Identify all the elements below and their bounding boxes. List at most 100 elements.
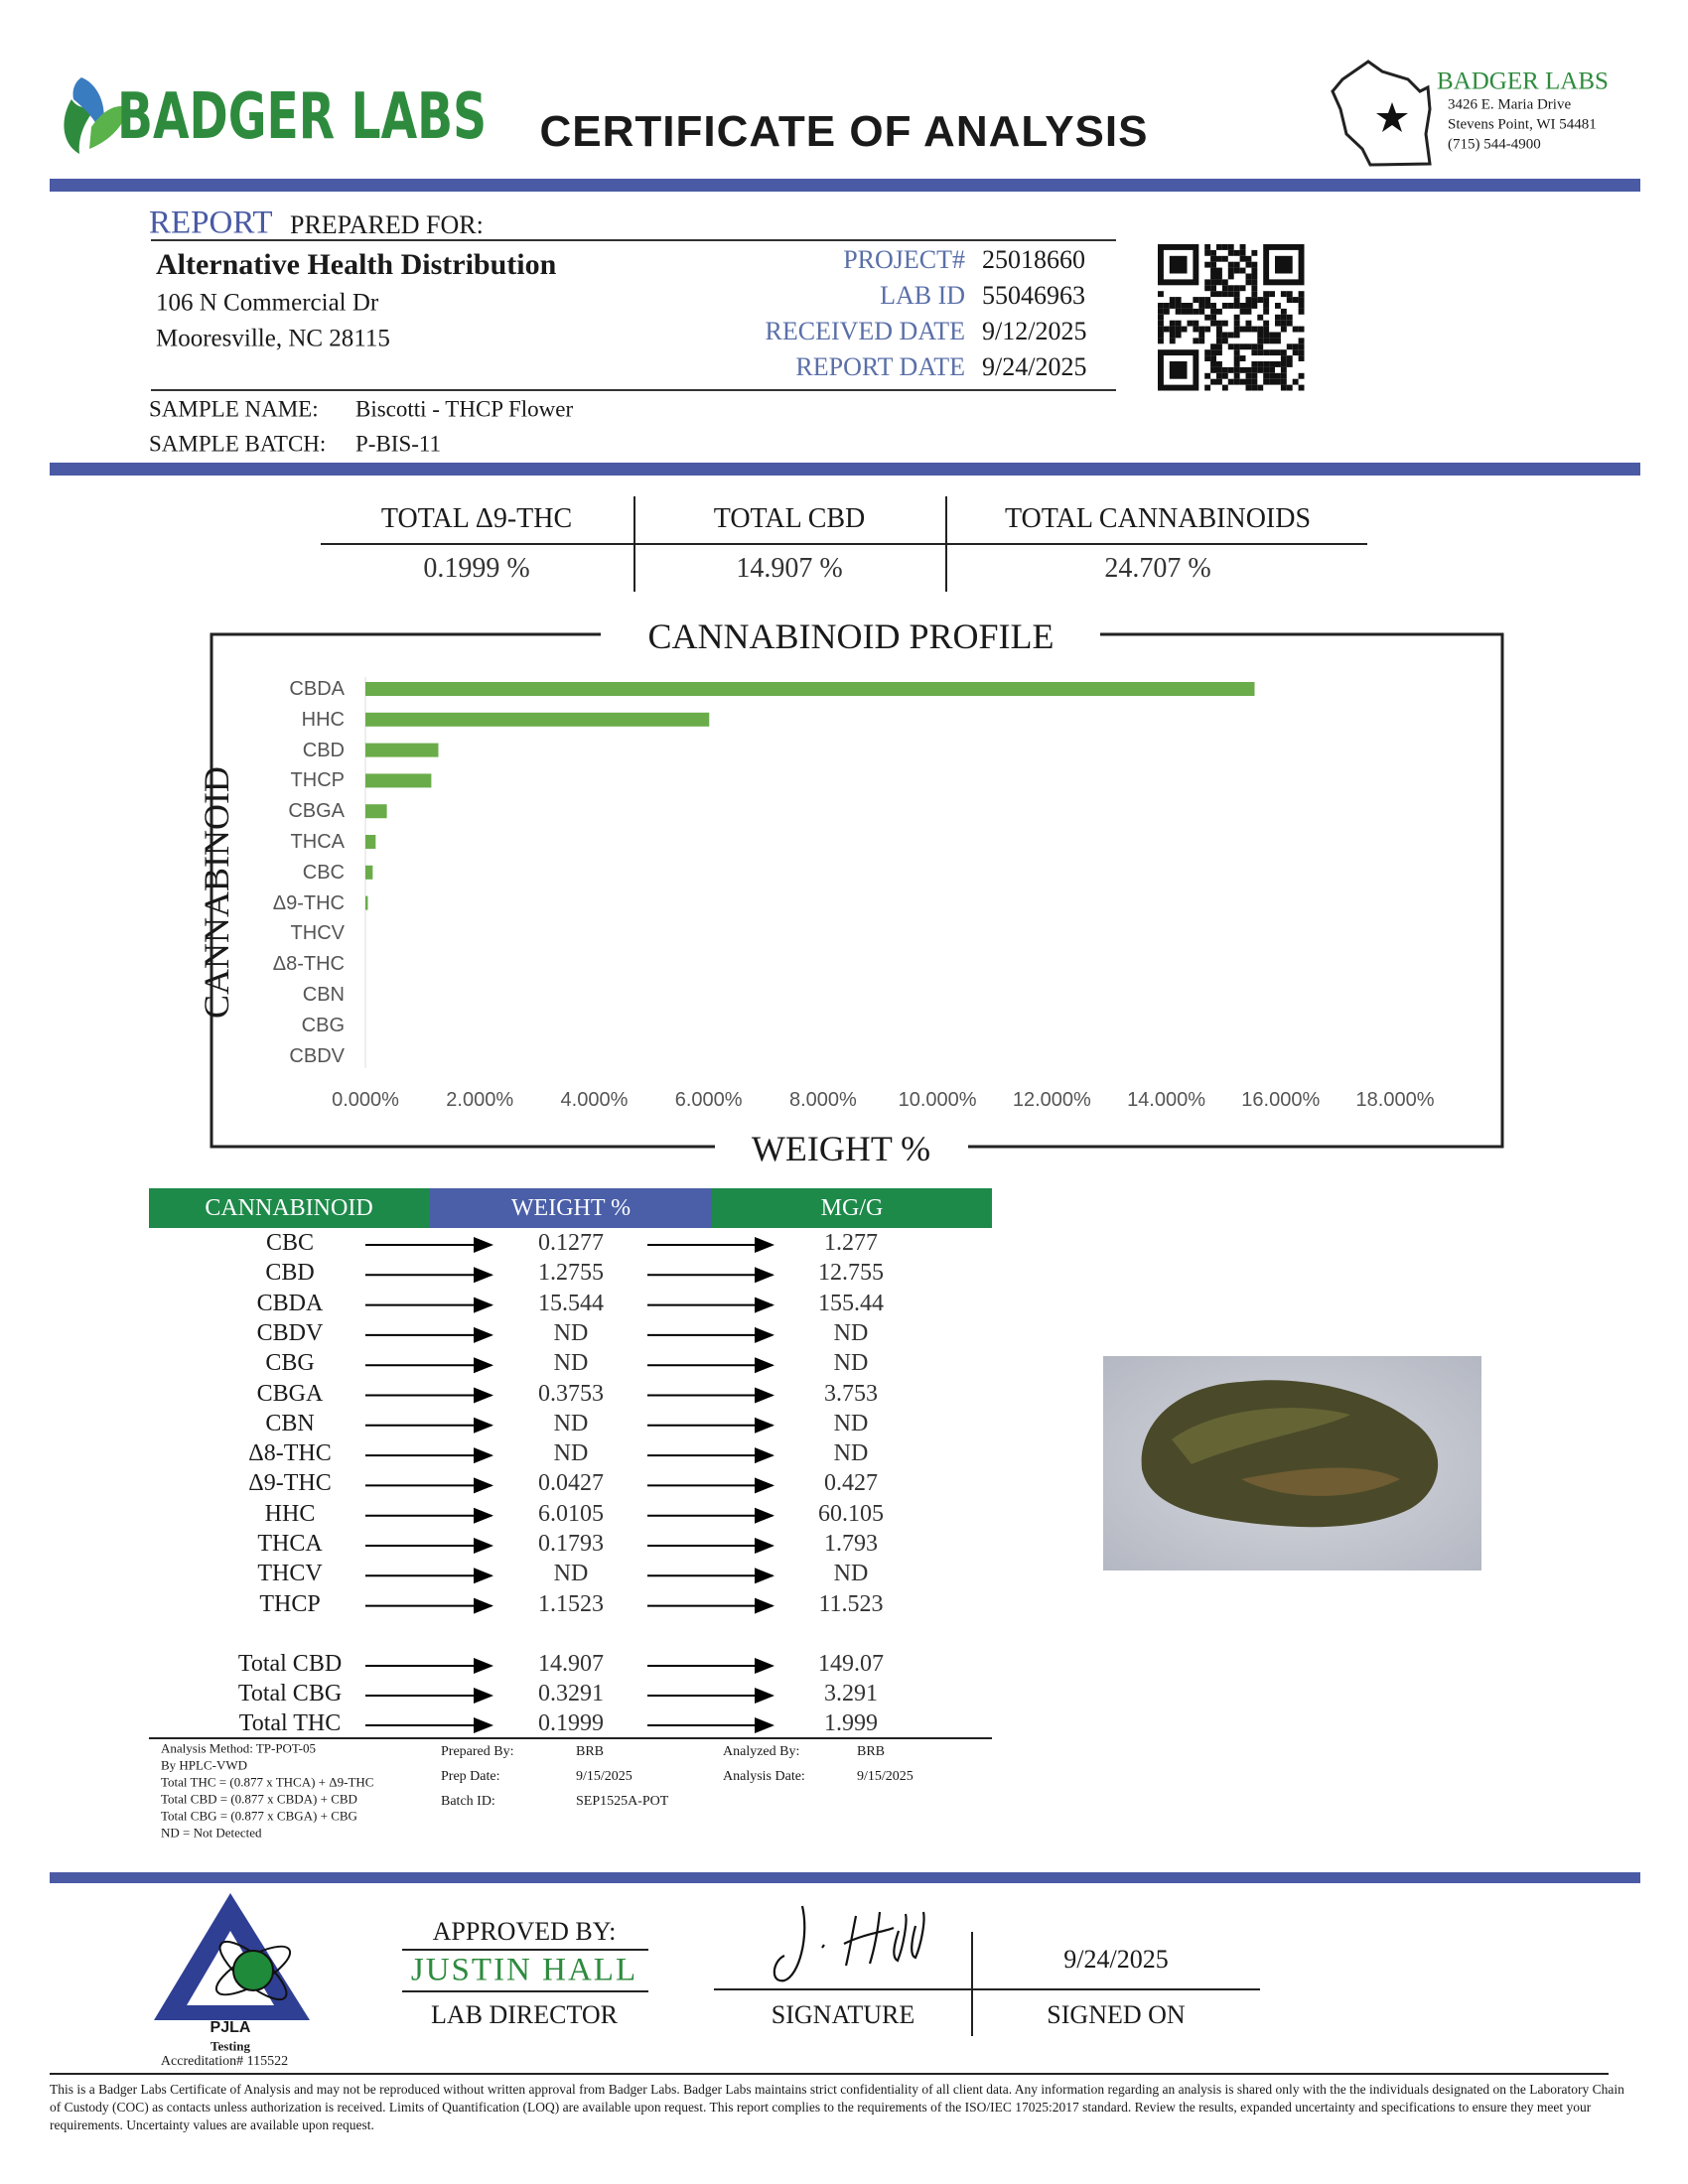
table-header: CANNABINOID [205, 1195, 373, 1221]
qr-module [1239, 285, 1246, 292]
y-axis-title: CANNABINOID [197, 766, 236, 1019]
qr-module [1251, 366, 1258, 373]
qr-module [1187, 320, 1194, 327]
qr-module [1216, 361, 1222, 367]
qr-module [1251, 297, 1258, 303]
qr-module [1198, 303, 1205, 309]
qr-module [1233, 378, 1240, 385]
total-value: 14.907 % [736, 553, 843, 584]
qr-module [1292, 349, 1299, 356]
document-title: CERTIFICATE OF ANALYSIS [539, 107, 1149, 156]
qr-module [1280, 361, 1287, 367]
field-label: REPORT DATE [795, 352, 965, 381]
qr-module [1263, 308, 1270, 315]
y-tick-label: THCP [290, 769, 345, 792]
cell-name: CBGA [256, 1380, 324, 1407]
qr-module [1169, 303, 1176, 309]
y-tick-label: CBC [302, 861, 345, 884]
qr-module [1193, 326, 1199, 333]
note-label: Batch ID: [441, 1794, 495, 1809]
qr-module [1233, 303, 1240, 309]
qr-module [1210, 285, 1216, 292]
accreditation-number: Accreditation# 115522 [160, 2054, 289, 2069]
qr-module [1269, 372, 1275, 379]
qr-module [1216, 308, 1222, 315]
note-value: SEP1525A-POT [576, 1794, 669, 1809]
qr-module [1210, 378, 1216, 385]
bar [365, 865, 373, 880]
cell-mg: ND [833, 1440, 869, 1467]
cell-mg: ND [833, 1410, 869, 1436]
qr-module [1216, 349, 1222, 356]
total-value: 0.1999 % [423, 553, 530, 584]
qr-module [1298, 297, 1305, 303]
qr-module [1298, 343, 1305, 350]
qr-module [1251, 249, 1258, 256]
qr-module [1257, 297, 1264, 303]
qr-module [1163, 326, 1170, 333]
qr-module [1263, 326, 1270, 333]
qr-module [1187, 303, 1194, 309]
qr-module [1275, 303, 1281, 309]
qr-module [1210, 361, 1216, 367]
lab-name: BADGER LABS [1437, 68, 1609, 95]
cell-weight: 0.3291 [538, 1681, 604, 1706]
chart [364, 677, 1255, 1068]
qr-module [1227, 332, 1234, 339]
x-tick-label: 14.000% [1127, 1089, 1206, 1111]
cell-name: Total CBD [237, 1651, 343, 1677]
y-tick-label: Δ8-THC [272, 953, 345, 976]
qr-module [1263, 297, 1270, 303]
qr-module [1280, 320, 1287, 327]
client-name: Alternative Health Distribution [156, 248, 557, 281]
note-label: Analysis Date: [723, 1769, 805, 1784]
qr-module [1280, 308, 1287, 315]
qr-module [1216, 255, 1222, 262]
qr-module [1245, 384, 1252, 391]
qr-module [1245, 261, 1252, 268]
sample-value: Biscotti - THCP Flower [355, 396, 574, 422]
qr-module [1204, 326, 1211, 333]
rule [50, 1872, 1640, 1883]
qr-module [1221, 384, 1228, 391]
logo-mark [64, 77, 129, 154]
qr-module [1198, 338, 1205, 344]
qr-module [1269, 332, 1275, 339]
qr-module [1210, 366, 1216, 373]
qr-module [1169, 361, 1188, 379]
qr-module [1227, 267, 1234, 274]
qr-module [1269, 349, 1275, 356]
rule [50, 463, 1640, 476]
total-value: 24.707 % [1104, 553, 1211, 584]
report-heading: REPORT [149, 205, 273, 241]
qr-module [1245, 273, 1252, 280]
qr-module [1204, 261, 1211, 268]
cell-weight: 0.0427 [538, 1470, 604, 1497]
qr-module [1298, 308, 1305, 315]
qr-module [1233, 261, 1240, 268]
qr-module [1210, 303, 1216, 309]
qr-module [1221, 279, 1228, 286]
field-value: 55046963 [982, 281, 1085, 310]
qr-module [1221, 332, 1228, 339]
y-tick-label: CBD [302, 739, 345, 761]
cell-mg: 0.427 [824, 1470, 878, 1497]
qr-module [1221, 291, 1228, 298]
accreditation-type: Testing [211, 2038, 250, 2054]
qr-module [1198, 326, 1205, 333]
qr-module [1239, 326, 1246, 333]
qr-module [1263, 303, 1270, 309]
qr-module [1251, 291, 1258, 298]
qr-module [1233, 285, 1240, 292]
note-value: 9/15/2025 [857, 1769, 914, 1784]
qr-module [1227, 261, 1234, 268]
field-label: PROJECT# [843, 245, 965, 274]
cell-name: Δ9-THC [248, 1470, 332, 1497]
cell-mg: ND [833, 1319, 869, 1346]
qr-module [1158, 320, 1164, 327]
qr-module [1239, 343, 1246, 350]
qr-module [1169, 326, 1176, 333]
x-tick-label: 6.000% [674, 1089, 743, 1111]
field-value: 9/24/2025 [982, 352, 1087, 381]
qr-module [1251, 378, 1258, 385]
